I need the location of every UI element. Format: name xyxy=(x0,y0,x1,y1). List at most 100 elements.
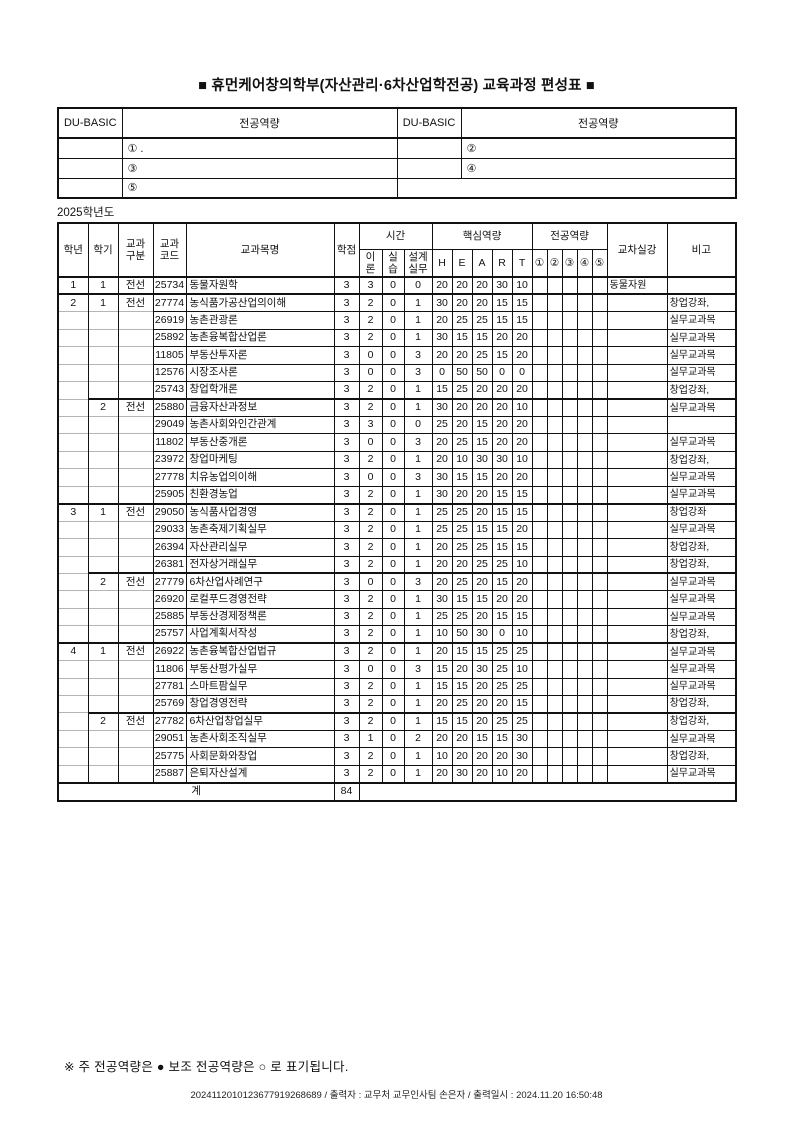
major-mark-1 xyxy=(531,711,548,731)
cell-h: 10 xyxy=(431,625,453,644)
cell-credit: 3 xyxy=(333,694,359,713)
major-mark-2 xyxy=(546,293,563,312)
col-group-time: 시간 xyxy=(358,222,433,250)
cell-note: 실무교과목 xyxy=(666,590,737,609)
du-basic-cell xyxy=(396,137,462,159)
major-mark-1 xyxy=(531,363,548,382)
cell-code: 25734 xyxy=(152,275,186,295)
course-row: 2 1 전선 27774 농식품가공산업의이해 3 2 0 1 30 20 20 15 15 창업강좌, xyxy=(57,293,737,312)
major-mark-3 xyxy=(561,520,578,539)
major-mark-4 xyxy=(576,311,593,330)
cell-t: 20 xyxy=(511,433,533,452)
major-mark-4 xyxy=(576,433,593,452)
cell-sem: 1 xyxy=(87,502,118,522)
col-header-semester: 학기 xyxy=(87,222,119,278)
course-row: 4 1 전선 26922 농촌융복합산업법규 3 2 0 1 20 15 15 25 25 실무교과목 xyxy=(57,642,737,661)
major-mark-5 xyxy=(591,538,608,556)
cell-design: 1 xyxy=(403,485,433,504)
cell-h: 15 xyxy=(431,660,453,679)
cell-e: 25 xyxy=(451,572,473,591)
major-mark-4 xyxy=(576,660,593,679)
major-mark-4 xyxy=(576,381,593,400)
cell-prac: 0 xyxy=(381,590,404,609)
cell-t: 10 xyxy=(511,275,533,295)
cell-note: 실무교과목 xyxy=(666,328,737,347)
cell-note: 창업강좌, xyxy=(666,381,737,400)
cell-credit: 3 xyxy=(333,764,359,783)
cell-t: 20 xyxy=(511,328,533,347)
cell-a: 15 xyxy=(471,415,493,434)
cell-cat: 전선 xyxy=(117,275,153,295)
major-mark-1 xyxy=(531,538,548,556)
major-mark-4 xyxy=(576,485,593,504)
major-mark-3 xyxy=(561,450,578,469)
competency-item-2: ② xyxy=(460,137,737,159)
cell-h: 20 xyxy=(431,764,453,783)
cell-a: 15 xyxy=(471,642,493,661)
col-header-credit: 학점 xyxy=(333,222,360,278)
cell-h: 20 xyxy=(431,311,453,330)
course-row: 25905 친환경농업 3 2 0 1 30 20 20 15 15 실무교과목 xyxy=(57,485,737,504)
cell-design: 1 xyxy=(403,677,433,696)
cell-cross xyxy=(606,642,668,661)
cell-grade xyxy=(57,363,88,382)
cell-code: 27774 xyxy=(152,293,186,312)
cell-cat xyxy=(117,468,153,487)
course-row: 26381 전자상거래실무 3 2 0 1 20 20 25 25 10 창업강좌, xyxy=(57,555,737,574)
cell-grade xyxy=(57,607,88,626)
cell-sem xyxy=(87,694,118,713)
cell-credit: 3 xyxy=(333,572,359,591)
major-mark-3 xyxy=(561,555,578,574)
cell-h: 15 xyxy=(431,381,453,400)
major-mark-3 xyxy=(561,275,578,295)
major-mark-2 xyxy=(546,520,563,539)
course-row: 27778 치유농업의이해 3 0 0 3 30 15 15 20 20 실무교과목 xyxy=(57,468,737,487)
cell-code: 27778 xyxy=(152,468,186,487)
cell-sem: 1 xyxy=(87,642,118,661)
cell-name: 농촌사회와인간관계 xyxy=(185,415,334,434)
major-mark-4 xyxy=(576,677,593,696)
cell-name: 로컬푸드경영전략 xyxy=(185,590,334,609)
cell-h: 20 xyxy=(431,555,453,574)
cell-r: 25 xyxy=(491,711,513,731)
cell-a: 20 xyxy=(471,485,493,504)
course-row: 26920 로컬푸드경영전략 3 2 0 1 30 15 15 20 20 실무교과목 xyxy=(57,590,737,609)
cell-cross xyxy=(606,729,668,748)
major-mark-4 xyxy=(576,468,593,487)
cell-t: 20 xyxy=(511,590,533,609)
cell-theory: 2 xyxy=(358,590,382,609)
competency-item-5: ⑤ xyxy=(121,177,398,199)
cell-cross xyxy=(606,747,668,766)
major-mark-3 xyxy=(561,398,578,417)
course-row: 3 1 전선 29050 농식품사업경영 3 2 0 1 25 25 20 15 15 창업강좌 xyxy=(57,502,737,522)
major-mark-1 xyxy=(531,520,548,539)
cell-prac: 0 xyxy=(381,433,404,452)
cell-sem xyxy=(87,381,118,400)
cell-r: 15 xyxy=(491,538,513,556)
cell-r: 20 xyxy=(491,590,513,609)
cell-prac: 0 xyxy=(381,625,404,644)
cell-t: 20 xyxy=(511,381,533,400)
cell-t: 30 xyxy=(511,729,533,748)
col-header-t: T xyxy=(511,248,533,278)
major-mark-1 xyxy=(531,381,548,400)
cell-note: 실무교과목 xyxy=(666,433,737,452)
major-mark-1 xyxy=(531,764,548,783)
cell-sem xyxy=(87,485,118,504)
col-header-note: 비고 xyxy=(666,222,737,278)
cell-grade xyxy=(57,520,88,539)
cell-r: 15 xyxy=(491,346,513,365)
cell-code: 25887 xyxy=(152,764,186,783)
legend-footnote: ※ 주 전공역량은 ● 보조 전공역량은 ○ 로 표기됩니다. xyxy=(64,1060,349,1074)
col-header-major-1: ① xyxy=(531,248,548,278)
cell-h: 30 xyxy=(431,293,453,312)
cell-prac: 0 xyxy=(381,415,404,434)
major-mark-3 xyxy=(561,485,578,504)
cell-prac: 0 xyxy=(381,607,404,626)
cell-design: 1 xyxy=(403,520,433,539)
cell-note xyxy=(666,275,737,295)
print-info-line: 2024112010123677919268689 / 출력자 : 교무처 교무… xyxy=(190,1090,603,1101)
cell-cross xyxy=(606,590,668,609)
cell-grade xyxy=(57,694,88,713)
cell-theory: 2 xyxy=(358,398,382,417)
